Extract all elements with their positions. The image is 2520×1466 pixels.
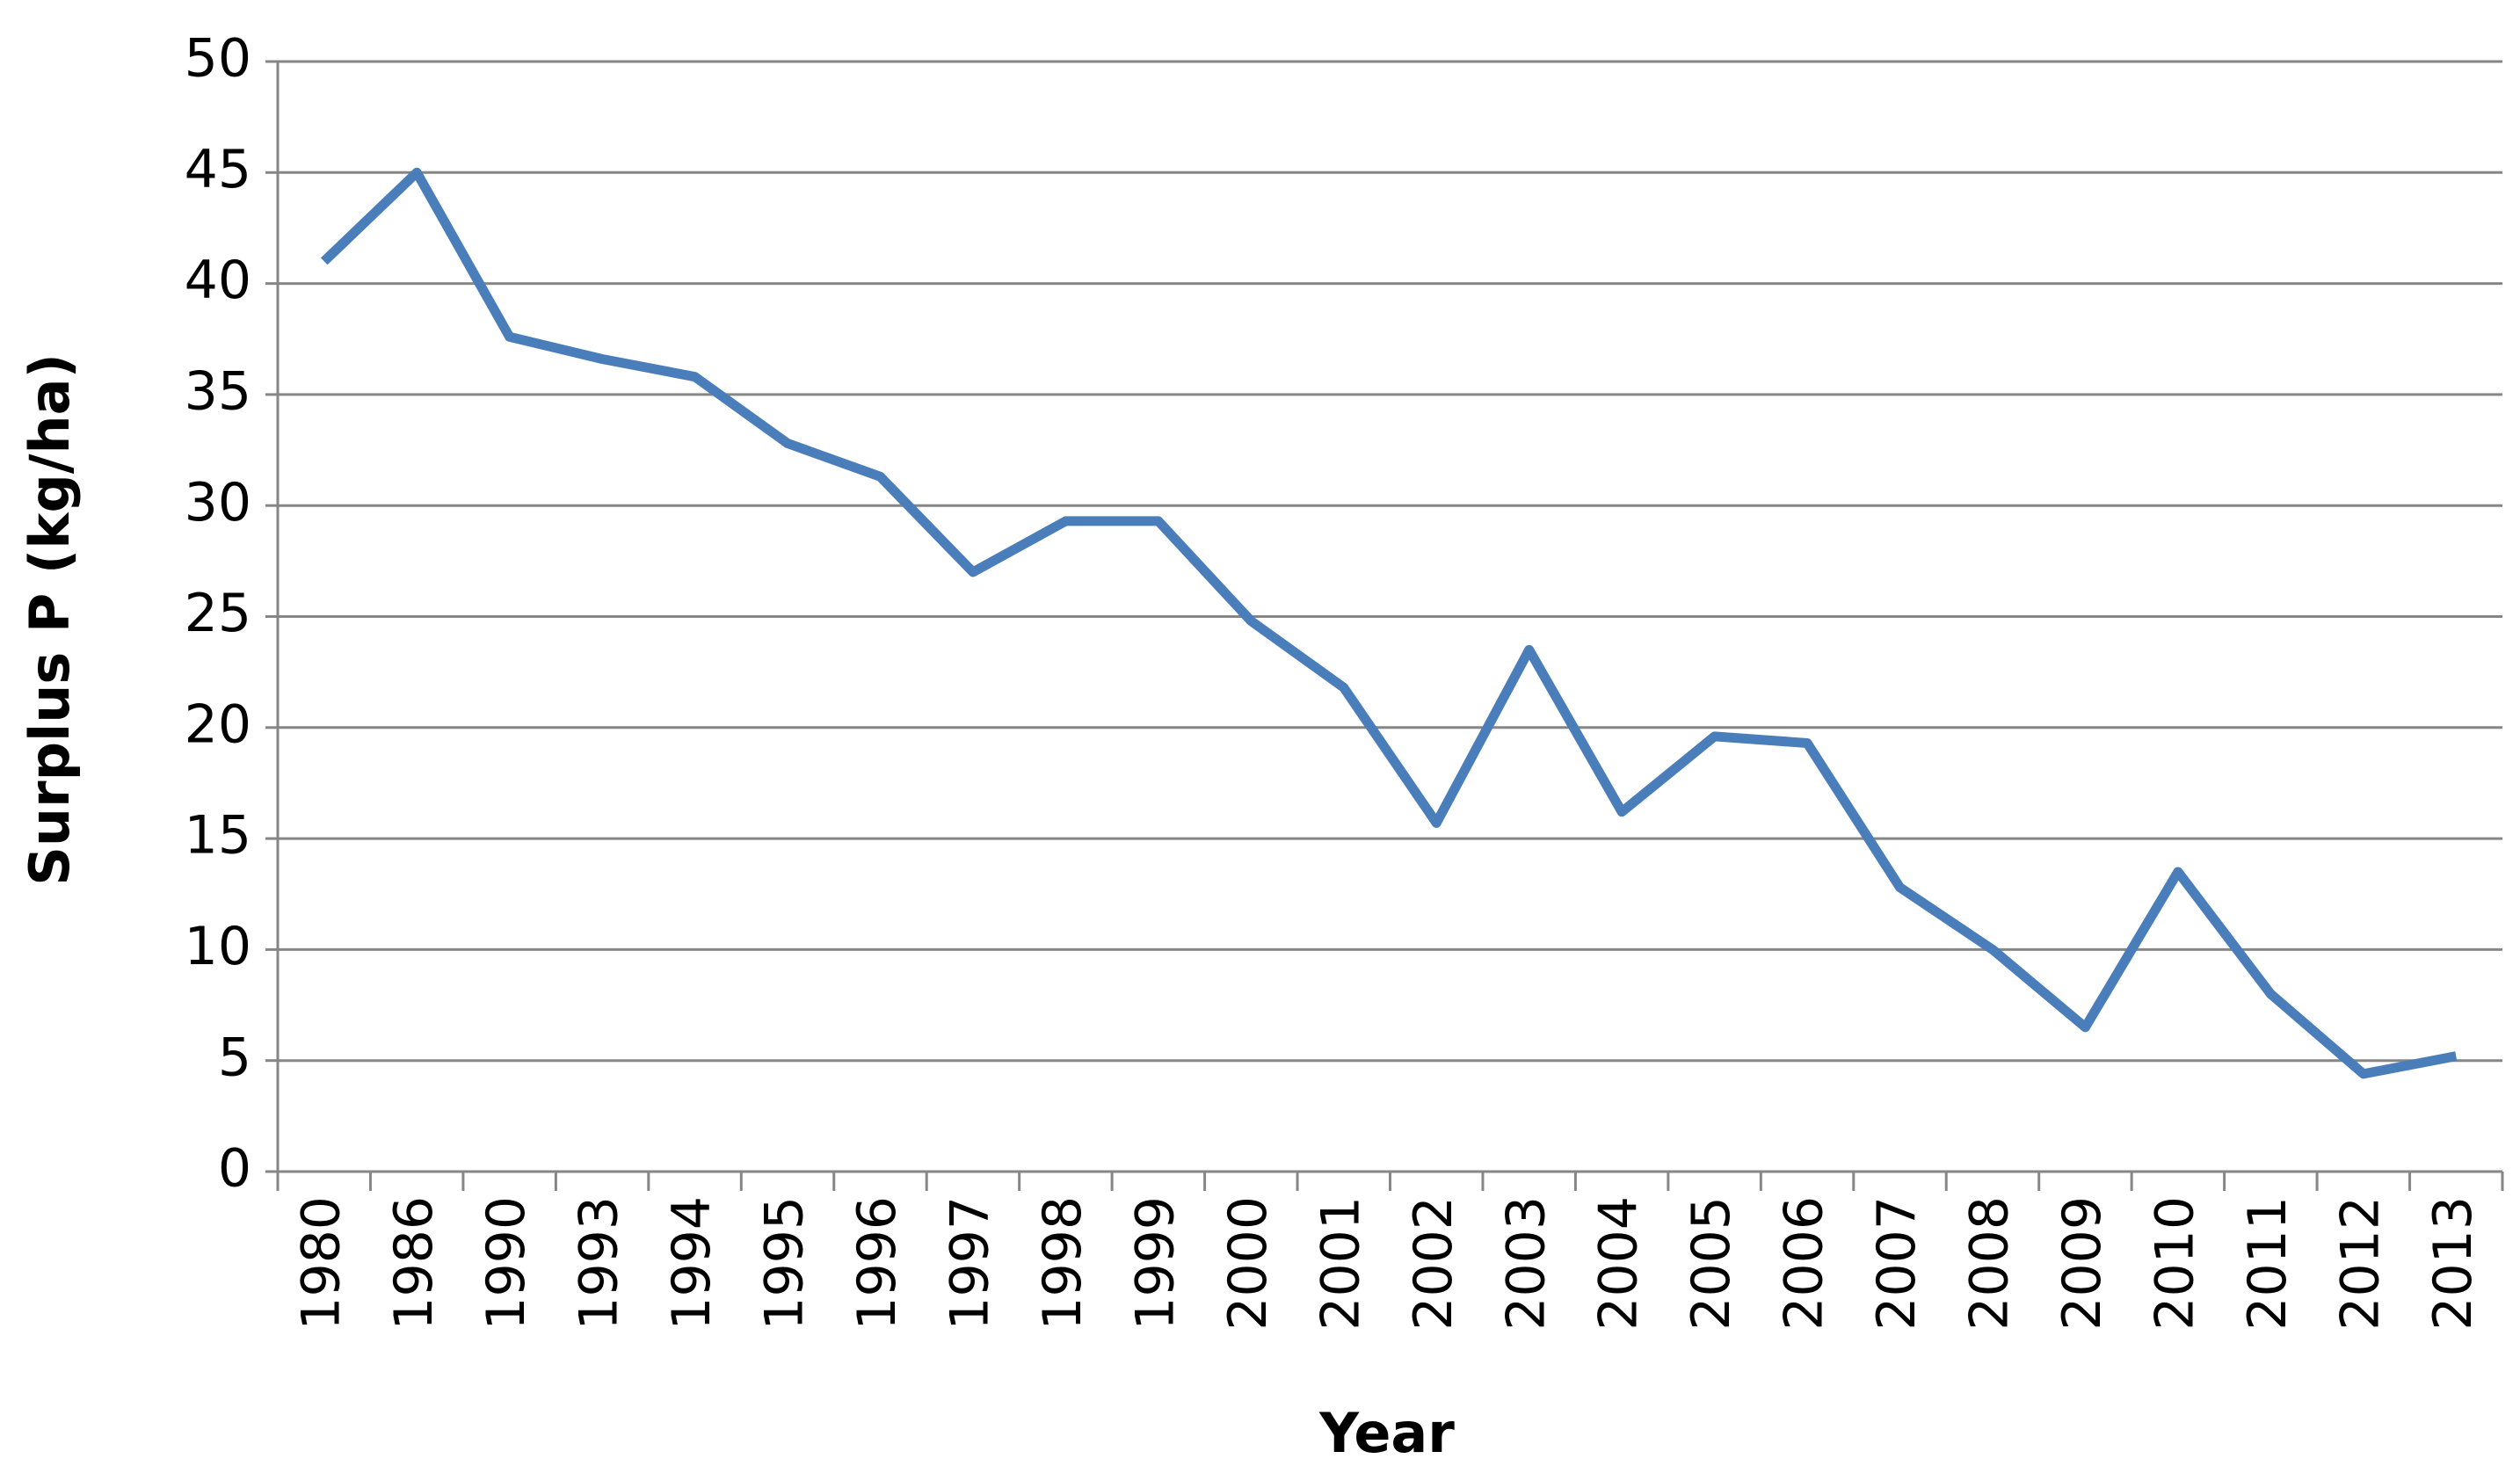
y-tick-label: 5 xyxy=(218,1027,251,1088)
y-tick-label: 25 xyxy=(185,583,251,644)
x-tick-label: 2012 xyxy=(2329,1196,2391,1331)
y-tick-label: 10 xyxy=(185,916,251,977)
y-axis-title: Surplus P (kg/ha) xyxy=(18,353,82,886)
y-tick-label: 40 xyxy=(185,250,251,311)
x-tick-label: 2006 xyxy=(1774,1196,1835,1331)
x-tick-label: 2000 xyxy=(1217,1196,1279,1331)
x-tick-label: 1990 xyxy=(476,1196,537,1331)
x-tick-label: 2003 xyxy=(1495,1196,1557,1331)
y-tick-label: 30 xyxy=(185,472,251,533)
x-tick-label: 1980 xyxy=(290,1196,352,1331)
x-tick-label: 1995 xyxy=(754,1196,816,1331)
y-tick-label: 20 xyxy=(185,693,251,755)
x-tick-label: 1998 xyxy=(1032,1196,1093,1331)
x-tick-label: 2005 xyxy=(1681,1196,1742,1331)
x-tick-label: 2009 xyxy=(2052,1196,2113,1331)
data-line xyxy=(320,167,2458,1079)
y-tick-label: 0 xyxy=(218,1138,251,1200)
x-tick-label: 2004 xyxy=(1588,1196,1650,1331)
y-tick-label: 45 xyxy=(185,139,251,200)
x-axis-title: Year xyxy=(1318,1401,1455,1465)
x-tick-label: 2002 xyxy=(1403,1196,1464,1331)
x-tick-label: 2011 xyxy=(2237,1196,2299,1331)
x-tick-label: 1997 xyxy=(940,1196,1001,1331)
x-tick-label: 1999 xyxy=(1124,1196,1186,1331)
y-tick-label: 35 xyxy=(185,360,251,422)
x-tick-label: 1994 xyxy=(661,1196,723,1331)
y-tick-label: 15 xyxy=(185,805,251,867)
x-tick-label: 2008 xyxy=(1959,1196,2021,1331)
x-tick-label: 1996 xyxy=(846,1196,908,1331)
x-tick-label: 2010 xyxy=(2144,1196,2205,1331)
x-tick-label: 2013 xyxy=(2422,1196,2484,1331)
x-tick-label: 1986 xyxy=(383,1196,445,1331)
x-tick-label: 1993 xyxy=(569,1196,630,1331)
x-tick-label: 2001 xyxy=(1310,1196,1371,1331)
x-tick-label: 2007 xyxy=(1866,1196,1928,1331)
y-tick-label: 50 xyxy=(185,28,251,90)
